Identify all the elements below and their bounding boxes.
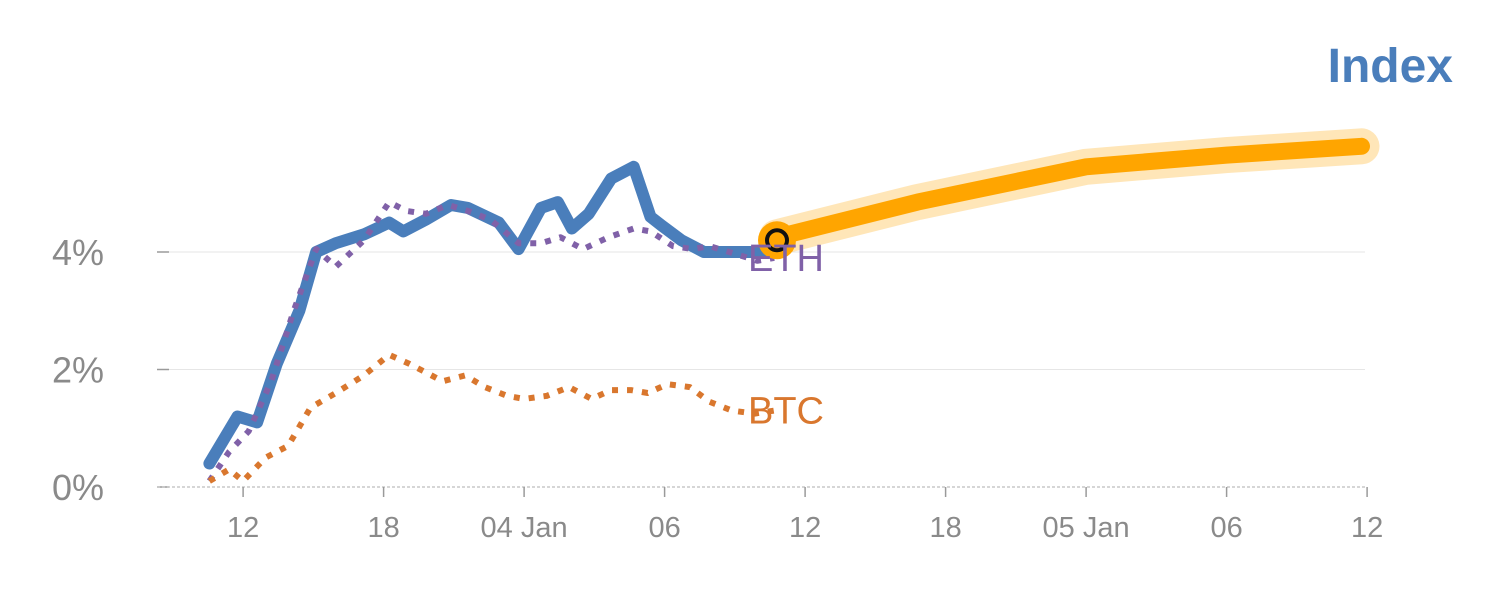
series-1-line — [203, 160, 781, 470]
x-axis: 12 18 04 Jan 06 12 18 05 Jan 06 12 — [157, 486, 1383, 544]
chart-title: Index — [1328, 40, 1454, 93]
y-tick-label: 0% — [52, 467, 104, 508]
series-lines — [203, 128, 1380, 485]
btc-series-label: BTC — [748, 391, 824, 433]
marker-ring — [758, 221, 796, 260]
x-tick-label: 04 Jan — [481, 512, 568, 544]
current-point-marker — [758, 221, 796, 260]
y-tick-label: 2% — [52, 350, 104, 391]
x-tick-label: 12 — [789, 512, 821, 544]
y-tick-label: 4% — [52, 232, 104, 273]
eth-series-label: ETH — [748, 238, 824, 280]
x-tick-label: 12 — [1351, 512, 1383, 544]
x-tick-label: 05 Jan — [1043, 512, 1130, 544]
x-tick-label: 18 — [367, 512, 399, 544]
x-tick-label: 06 — [1210, 512, 1242, 544]
btc-line — [207, 351, 775, 485]
labels: ETH BTC — [748, 238, 824, 433]
marker-center — [765, 228, 789, 253]
x-tick-label: 06 — [648, 512, 680, 544]
x-tick-label: 18 — [929, 512, 961, 544]
x-tick-label: 12 — [227, 512, 259, 544]
eth-line — [206, 199, 775, 483]
highlight-line — [768, 137, 1370, 246]
gridlines: 0% 2% 4% — [52, 232, 1365, 508]
